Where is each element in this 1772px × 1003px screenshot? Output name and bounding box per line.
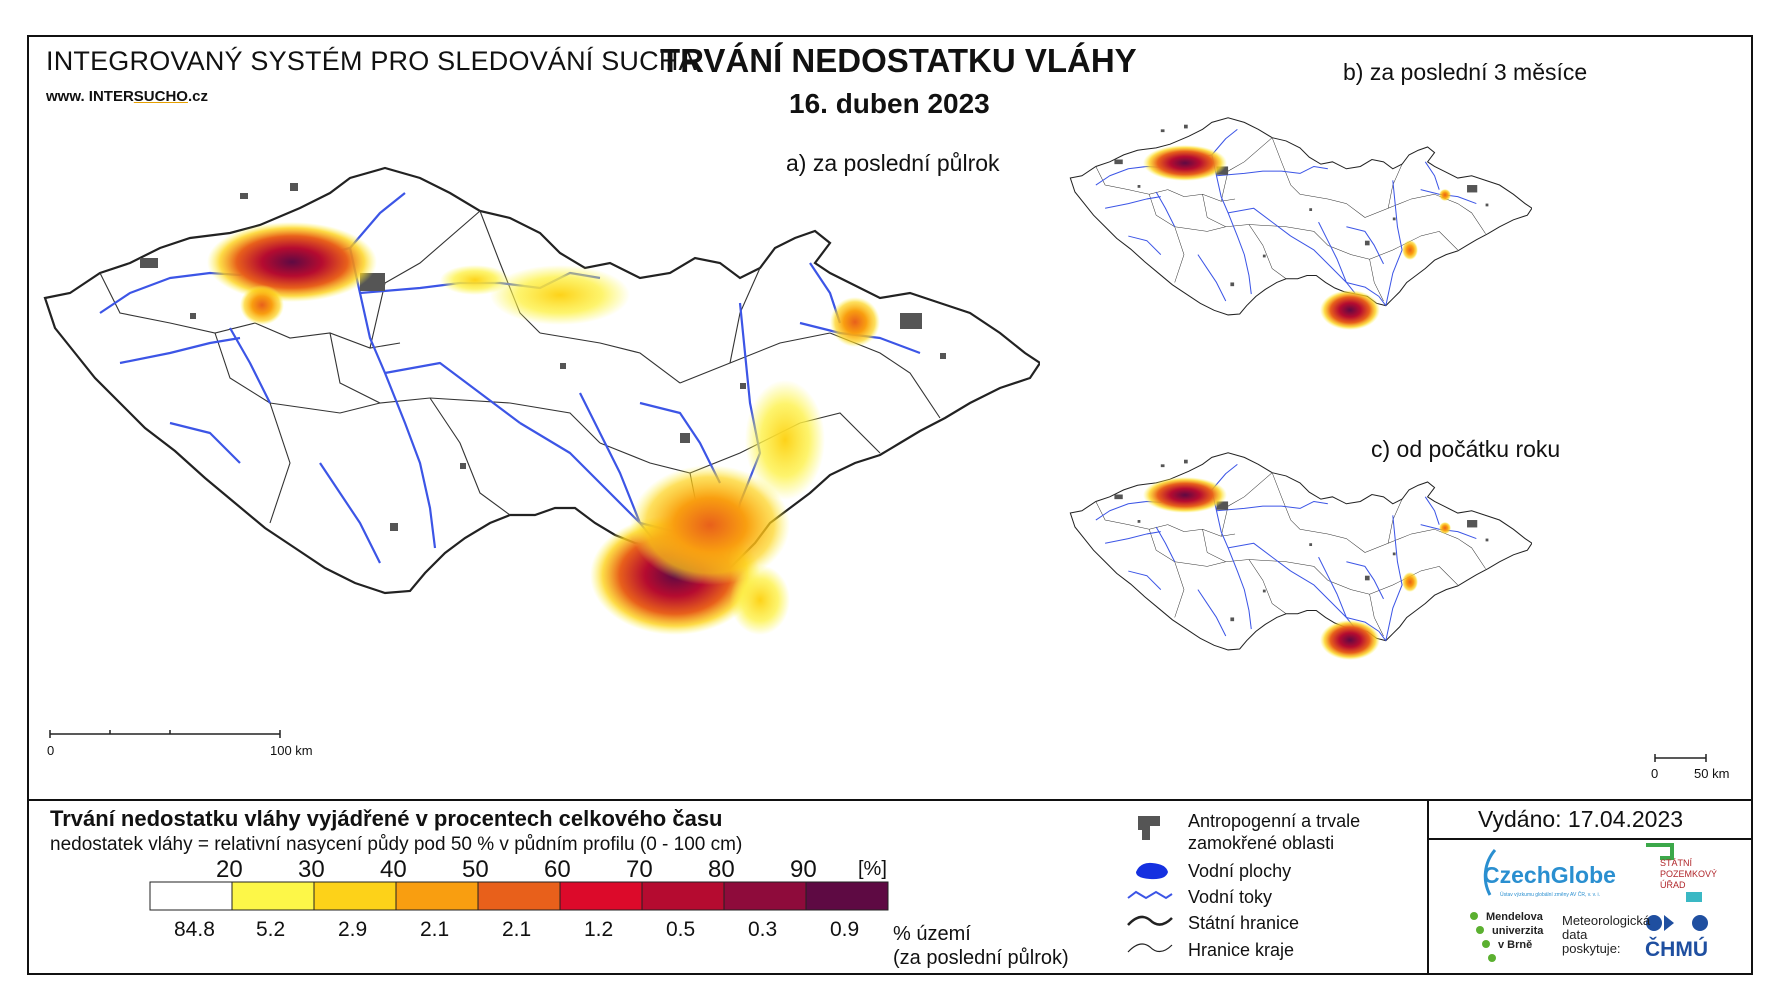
legend-title: Trvání nedostatku vláhy vyjádřené v proc… bbox=[50, 806, 723, 831]
map-legend-symbols bbox=[1127, 816, 1173, 953]
legend-threshold: 90 bbox=[790, 856, 817, 883]
issued-date: Vydáno: 17.04.2023 bbox=[1478, 806, 1684, 832]
anthropogenic-area-icon bbox=[1138, 816, 1160, 840]
legend-divider bbox=[27, 799, 1753, 801]
water-course-icon bbox=[1127, 890, 1173, 900]
scale-small-end: 50 km bbox=[1694, 766, 1730, 781]
legend-anthropogenic-label: Antropogenní a trvale zamokřené oblasti bbox=[1188, 811, 1361, 853]
page-title: TRVÁNÍ NEDOSTATKU VLÁHY bbox=[660, 42, 1137, 79]
legend-class-percent: 0.9 bbox=[830, 918, 860, 941]
water-body-icon bbox=[1136, 862, 1168, 880]
page-date: 16. duben 2023 bbox=[789, 88, 990, 119]
legend-class-swatch bbox=[477, 881, 561, 911]
legend-threshold: 60 bbox=[544, 856, 571, 883]
scale-main-zero: 0 bbox=[47, 743, 55, 758]
legend-threshold: 70 bbox=[626, 856, 653, 883]
region-border-icon bbox=[1127, 943, 1173, 953]
scale-bar-small bbox=[1654, 754, 1707, 762]
czechglobe-subtext: Ústav výzkumu globální změny AV ČR, v. v… bbox=[1500, 892, 1601, 898]
legend-class-swatch bbox=[313, 881, 397, 911]
legend-area-label: % území (za poslední půlrok) bbox=[893, 923, 1069, 969]
legend-class-swatch bbox=[805, 881, 889, 911]
legend-class-swatch bbox=[395, 881, 479, 911]
map-c-label: c) od počátku roku bbox=[1371, 436, 1561, 462]
legend-colorbar bbox=[149, 881, 889, 911]
scale-small-zero: 0 bbox=[1651, 766, 1659, 781]
legend-water-courses-label: Vodní toky bbox=[1188, 887, 1273, 907]
legend-class-percent: 2.9 bbox=[338, 918, 368, 941]
map-c bbox=[1069, 452, 1532, 660]
legend-class-swatch bbox=[723, 881, 807, 911]
legend-class-percent: 1.2 bbox=[584, 918, 614, 941]
legend-state-border-label: Státní hranice bbox=[1188, 913, 1300, 933]
info-divider-horizontal bbox=[1427, 838, 1753, 840]
info-divider-vertical bbox=[1427, 799, 1429, 975]
spu-logo bbox=[1646, 843, 1702, 902]
legend-class-percent: 0.5 bbox=[666, 918, 696, 941]
legend-unit: [%] bbox=[858, 858, 887, 880]
legend-threshold: 40 bbox=[380, 856, 407, 883]
scale-main-end: 100 km bbox=[270, 743, 313, 758]
map-a-label: a) za poslední půlrok bbox=[786, 150, 1000, 176]
legend-class-percent: 2.1 bbox=[420, 918, 450, 941]
map-b bbox=[1069, 117, 1532, 330]
map-b-label: b) za poslední 3 měsíce bbox=[1343, 59, 1588, 85]
legend-class-swatch bbox=[559, 881, 643, 911]
system-title: INTEGROVANÝ SYSTÉM PRO SLEDOVÁNÍ SUCHA bbox=[46, 46, 697, 76]
legend-region-border-label: Hranice kraje bbox=[1188, 940, 1295, 960]
legend-threshold: 30 bbox=[298, 856, 325, 883]
legend-class-percent: 0.3 bbox=[748, 918, 778, 941]
chmu-logo bbox=[1646, 915, 1708, 931]
czechglobe-logo-text: CzechGlobe bbox=[1483, 862, 1616, 888]
map-a bbox=[43, 166, 1040, 635]
legend-class-percent: 84.8 bbox=[174, 918, 215, 941]
state-border-icon bbox=[1127, 915, 1173, 926]
legend-class-swatch bbox=[149, 881, 233, 911]
met-data-text: Meteorologická data poskytuje: bbox=[1562, 913, 1651, 956]
website-link[interactable]: www. INTERSUCHO.cz bbox=[46, 88, 208, 105]
mendel-logo-text: Mendelova univerzita v Brně bbox=[1486, 911, 1544, 951]
scale-bar-main bbox=[49, 730, 281, 738]
legend-class-percent: 2.1 bbox=[502, 918, 532, 941]
legend-water-bodies-label: Vodní plochy bbox=[1188, 861, 1292, 881]
legend-threshold: 50 bbox=[462, 856, 489, 883]
legend-threshold: 80 bbox=[708, 856, 735, 883]
czechglobe-logo bbox=[1483, 849, 1497, 896]
mendel-logo-dots bbox=[1470, 912, 1496, 962]
spu-logo-text: STÁTNÍ POZEMKOVÝ ÚŘAD bbox=[1660, 858, 1718, 890]
legend-class-percent: 5.2 bbox=[256, 918, 286, 941]
legend-class-swatch bbox=[231, 881, 315, 911]
legend-threshold: 20 bbox=[216, 856, 243, 883]
legend-subtitle: nedostatek vláhy = relativní nasycení pů… bbox=[50, 834, 743, 855]
legend-class-swatch bbox=[641, 881, 725, 911]
chmu-logo-text: ČHMÚ bbox=[1645, 938, 1708, 961]
